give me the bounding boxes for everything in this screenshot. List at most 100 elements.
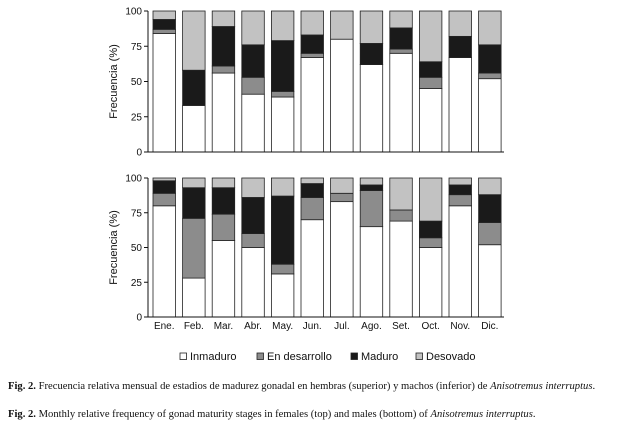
bar-segment-maduro-bottom-1 [182, 187, 206, 219]
legend-label-maduro: Maduro [361, 351, 398, 363]
bar-segment-maduro-bottom-11 [478, 194, 502, 223]
bar-segment-en-desarrollo-bottom-4 [270, 263, 295, 275]
bar-segment-maduro-top-2 [211, 26, 236, 67]
bar-segment-desovado-top-7 [359, 10, 384, 44]
bar-segment-maduro-top-10 [448, 35, 472, 58]
bar-segment-desovado-top-9 [418, 10, 443, 63]
bar-segment-desovado-bottom-7 [359, 177, 384, 186]
caption-english-species: Anisotremus interruptus [430, 409, 533, 420]
bar-segment-en-desarrollo-top-9 [418, 76, 443, 89]
panel-bottom: 0 25 50 75 100 Frecuencia (%) [108, 174, 504, 324]
y-axis-label: Frecuencia (%) [108, 44, 120, 119]
caption-english-text: Monthly relative frequency of gonad matu… [38, 409, 428, 420]
bar-segment-inmaduro-top-5 [300, 57, 324, 153]
legend-swatch-maduro [350, 352, 358, 360]
y-tick-label: 0 [136, 148, 142, 159]
legend-label-desovado: Desovado [426, 351, 476, 363]
bar-segment-desovado-bottom-3 [241, 177, 265, 198]
bar-segment-inmaduro-top-2 [211, 72, 236, 153]
bar-segment-en-desarrollo-bottom-0 [152, 192, 176, 207]
bar-segment-en-desarrollo-bottom-7 [359, 190, 384, 228]
bar-segment-maduro-bottom-0 [152, 180, 176, 194]
bar-segment-desovado-bottom-5 [300, 177, 324, 184]
bar-segment-desovado-top-4 [270, 10, 295, 42]
bar-segment-inmaduro-top-0 [152, 33, 176, 153]
y-tick-label: 50 [131, 77, 143, 88]
bar-segment-desovado-top-8 [389, 10, 413, 29]
bar-segment-en-desarrollo-top-3 [241, 76, 265, 95]
bar-segment-maduro-top-7 [359, 43, 384, 65]
bar-segment-inmaduro-bottom-5 [300, 219, 324, 318]
bar-segment-maduro-bottom-2 [211, 187, 236, 215]
y-tick-label: 100 [125, 7, 142, 18]
bar-segment-inmaduro-top-10 [448, 57, 472, 153]
caption-english-label: Fig. 2. [8, 409, 36, 420]
bar-segment-maduro-top-11 [478, 44, 502, 74]
bar-segment-desovado-bottom-6 [330, 177, 354, 194]
bar-segment-maduro-top-4 [270, 40, 295, 92]
bar-segment-en-desarrollo-top-8 [389, 48, 413, 54]
stacked-bar-figure: 0 25 50 75 100 Frecuencia (%) 0 25 50 75 100 Frecu… [108, 7, 504, 363]
bar-segment-inmaduro-top-8 [389, 52, 413, 153]
legend-swatch-inmaduro [179, 352, 187, 360]
bar-segment-en-desarrollo-bottom-6 [330, 192, 354, 203]
x-tick-label: May. [272, 321, 293, 332]
bar-segment-maduro-bottom-7 [359, 184, 384, 191]
x-tick-label: Jul. [334, 321, 350, 332]
bar-segment-desovado-bottom-9 [418, 177, 443, 222]
legend-label-en-desarrollo: En desarrollo [267, 351, 332, 363]
bar-segment-en-desarrollo-bottom-11 [478, 222, 502, 246]
y-tick-label: 25 [131, 278, 143, 289]
bar-segment-desovado-top-2 [211, 10, 236, 27]
bar-segment-inmaduro-bottom-2 [211, 240, 236, 318]
x-tick-label: Feb. [184, 321, 204, 332]
bar-segment-en-desarrollo-top-11 [478, 72, 502, 80]
legend-swatch-desovado [415, 352, 423, 360]
caption-spanish-species: Anisotremus interruptus [490, 381, 593, 392]
caption-spanish: Fig. 2. Frecuencia relativa mensual de e… [8, 380, 614, 394]
bar-segment-desovado-top-3 [241, 10, 265, 46]
bar-segment-inmaduro-top-7 [359, 64, 384, 153]
bar-segment-desovado-bottom-1 [182, 177, 206, 189]
bar-segment-en-desarrollo-bottom-8 [389, 209, 413, 222]
caption-spanish-label: Fig. 2. [8, 381, 36, 392]
y-tick-label: 50 [131, 243, 143, 254]
bar-segment-en-desarrollo-bottom-5 [300, 197, 324, 221]
legend: Inmaduro En desarrollo Maduro Desovado [179, 351, 476, 363]
x-tick-label: Abr. [244, 321, 262, 332]
bar-segment-maduro-top-9 [418, 61, 443, 78]
caption-spanish-text: Frecuencia relativa mensual de estadios … [38, 381, 488, 392]
bar-segment-en-desarrollo-bottom-1 [182, 217, 206, 279]
bar-segment-desovado-bottom-8 [389, 177, 413, 211]
bar-segment-desovado-bottom-11 [478, 177, 502, 196]
bar-segment-inmaduro-top-3 [241, 93, 265, 153]
bar-segment-en-desarrollo-bottom-9 [418, 237, 443, 248]
bar-segment-en-desarrollo-bottom-3 [241, 233, 265, 248]
bar-segment-desovado-top-5 [300, 10, 324, 36]
bar-segment-inmaduro-top-9 [418, 88, 443, 153]
bar-segment-inmaduro-bottom-4 [270, 273, 295, 318]
bar-segment-inmaduro-bottom-1 [182, 277, 206, 318]
bar-segment-en-desarrollo-bottom-2 [211, 213, 236, 241]
bar-segment-desovado-bottom-10 [448, 177, 472, 186]
bar-segment-inmaduro-top-1 [182, 105, 206, 153]
bar-segment-maduro-bottom-3 [241, 197, 265, 235]
bar-segment-desovado-top-10 [448, 10, 472, 37]
x-tick-label: Ene. [154, 321, 175, 332]
bar-segment-inmaduro-bottom-3 [241, 247, 265, 318]
bar-segment-desovado-bottom-2 [211, 177, 236, 189]
bar-segment-en-desarrollo-bottom-10 [448, 194, 472, 207]
bar-segment-desovado-top-0 [152, 10, 176, 20]
caption-english-end: . [532, 409, 536, 420]
legend-swatch-en-desarrollo [256, 352, 264, 360]
y-tick-label: 0 [136, 313, 142, 324]
x-tick-label: Oct. [421, 321, 439, 332]
x-tick-label: Nov. [450, 321, 470, 332]
x-tick-label: Ago. [361, 321, 382, 332]
caption-spanish-end: . [592, 381, 596, 392]
legend-label-inmaduro: Inmaduro [190, 351, 236, 363]
bar-segment-inmaduro-bottom-9 [418, 247, 443, 318]
y-tick-label: 75 [131, 42, 143, 53]
bar-segment-maduro-bottom-4 [270, 195, 295, 265]
x-tick-label: Dic. [481, 321, 498, 332]
